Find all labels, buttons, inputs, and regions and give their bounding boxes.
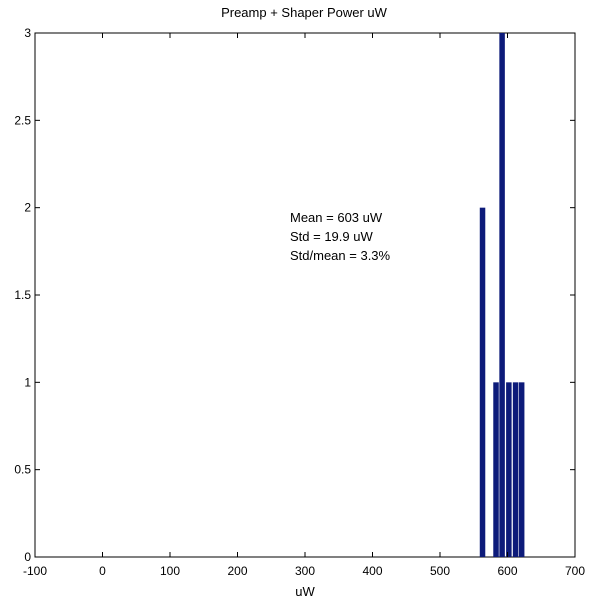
- y-tick-label: 2.5: [14, 113, 31, 127]
- bar-0: [479, 207, 486, 557]
- y-tick-label: 1.5: [14, 288, 31, 302]
- x-tick-label: 600: [497, 564, 517, 578]
- chart-title: Preamp + Shaper Power uW: [221, 5, 388, 20]
- x-tick-label: 200: [227, 564, 247, 578]
- y-tick-label: 2: [24, 201, 31, 215]
- x-tick-label: 500: [430, 564, 450, 578]
- y-tick-label: 3: [24, 26, 31, 40]
- x-tick-label: 700: [565, 564, 585, 578]
- x-axis-label: uW: [295, 584, 315, 599]
- annotation-std: Std = 19.9 uW: [290, 229, 373, 244]
- annotation-mean: Mean = 603 uW: [290, 210, 383, 225]
- x-tick-label: -100: [23, 564, 47, 578]
- bar-2: [499, 33, 505, 557]
- x-tick-label: 400: [362, 564, 382, 578]
- annotation-std-mean: Std/mean = 3.3%: [290, 248, 391, 263]
- bar-1: [493, 382, 499, 557]
- bar-3: [506, 382, 512, 557]
- y-tick-label: 1: [24, 375, 31, 389]
- bar-4: [512, 382, 519, 557]
- x-tick-label: 300: [295, 564, 315, 578]
- stats-annotation: Mean = 603 uW Std = 19.9 uW Std/mean = 3…: [290, 210, 391, 263]
- x-tick-label: 100: [160, 564, 180, 578]
- x-tick-label: 0: [99, 564, 106, 578]
- y-tick-label: 0: [24, 550, 31, 564]
- y-tick-label: 0.5: [14, 463, 31, 477]
- bar-5: [518, 382, 525, 557]
